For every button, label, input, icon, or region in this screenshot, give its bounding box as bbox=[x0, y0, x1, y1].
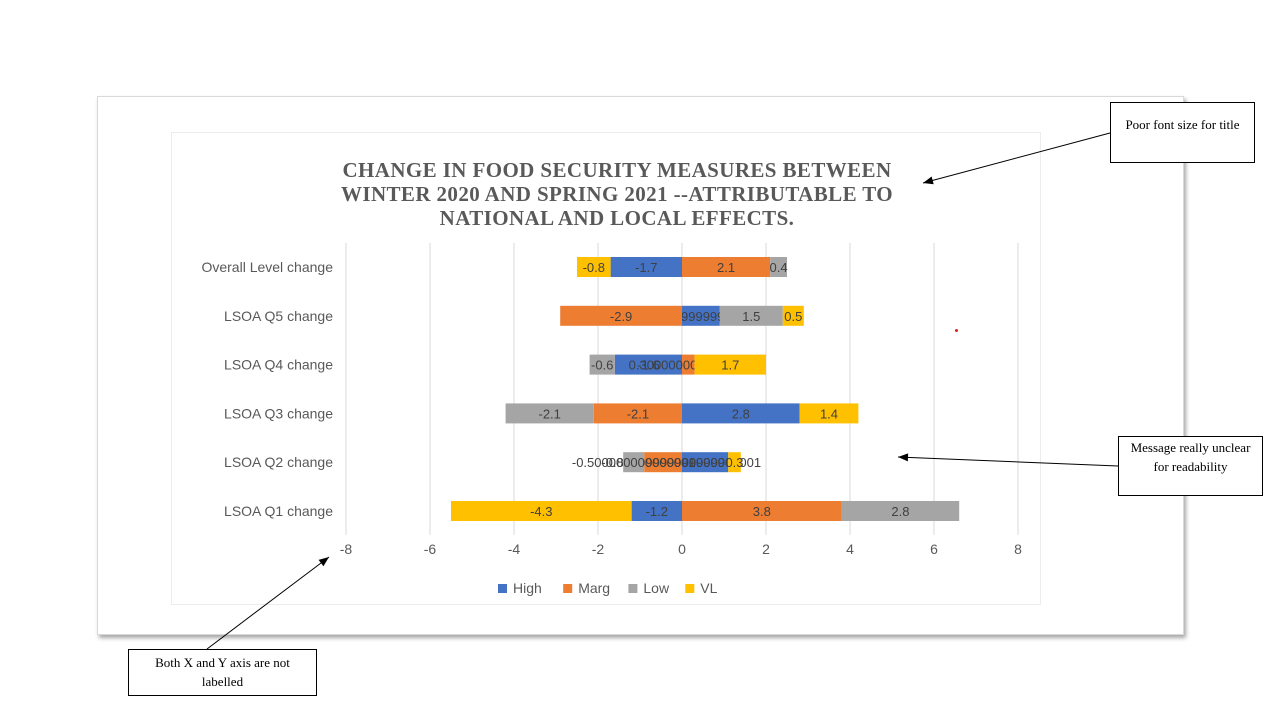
bar-low bbox=[589, 354, 615, 375]
data-label: 1.7 bbox=[721, 358, 739, 373]
note-title-font: Poor font size for title bbox=[1110, 102, 1255, 163]
bar-low bbox=[841, 501, 960, 521]
data-label: 1.4 bbox=[820, 406, 838, 421]
category-label: LSOA Q1 change bbox=[224, 503, 333, 519]
legend-label: High bbox=[513, 580, 542, 596]
bar-low bbox=[719, 305, 783, 326]
chart-title: CHANGE IN FOOD SECURITY MEASURES BETWEEN… bbox=[300, 158, 934, 230]
arrow-to-bars bbox=[897, 456, 1119, 467]
bar-vl bbox=[451, 501, 632, 521]
data-label: -4.3 bbox=[530, 504, 552, 519]
x-tick-label: 4 bbox=[846, 541, 854, 557]
bar-high bbox=[631, 501, 682, 521]
data-label: 0.4 bbox=[770, 260, 788, 275]
data-label: -0.500000000000001 bbox=[572, 455, 696, 470]
bar-high bbox=[610, 257, 682, 277]
x-tick-label: -4 bbox=[508, 541, 521, 557]
x-tick-label: -6 bbox=[424, 541, 437, 557]
bar-vl bbox=[799, 403, 859, 424]
category-label: LSOA Q4 change bbox=[224, 357, 333, 373]
stray-red-dot bbox=[955, 329, 958, 332]
data-label: 2.8 bbox=[732, 406, 750, 421]
x-tick-label: 0 bbox=[678, 541, 686, 557]
data-label: 2.1 bbox=[717, 260, 735, 275]
note-axes-unlabelled: Both X and Y axis are not labelled bbox=[128, 649, 317, 696]
category-label: LSOA Q5 change bbox=[224, 308, 333, 324]
bar-marg bbox=[682, 354, 695, 375]
data-label: 2.8 bbox=[891, 504, 909, 519]
note-title-font-text: Poor font size for title bbox=[1125, 117, 1240, 132]
bar-vl bbox=[694, 354, 766, 375]
data-label: 0.5 bbox=[784, 309, 802, 324]
category-label: LSOA Q2 change bbox=[224, 454, 333, 470]
x-tick-label: 8 bbox=[1014, 541, 1022, 557]
x-tick-label: -2 bbox=[592, 541, 605, 557]
bar-vl bbox=[728, 452, 741, 473]
data-label: -2.9 bbox=[610, 309, 632, 324]
arrow-to-axis bbox=[206, 556, 330, 650]
x-tick-label: 2 bbox=[762, 541, 770, 557]
data-label: -0.8 bbox=[583, 260, 605, 275]
arrow-to-axis-head bbox=[318, 557, 329, 567]
data-label: 3.8 bbox=[753, 504, 771, 519]
bar-marg bbox=[682, 501, 842, 521]
legend-label: Low bbox=[643, 580, 670, 596]
data-label: 1.5 bbox=[742, 309, 760, 324]
chart-title-line-3: NATIONAL AND LOCAL EFFECTS. bbox=[439, 206, 795, 230]
bar-marg bbox=[682, 257, 771, 277]
x-tick-label: -8 bbox=[340, 541, 353, 557]
data-label: -0.6 bbox=[591, 358, 613, 373]
data-label: -2.1 bbox=[538, 406, 560, 421]
chart-title-line-2: WINTER 2020 AND SPRING 2021 --ATTRIBUTAB… bbox=[340, 182, 894, 206]
data-label: 0.3 bbox=[725, 455, 743, 470]
bar-marg bbox=[644, 452, 682, 473]
bar-vl bbox=[577, 257, 611, 277]
bar-low bbox=[505, 403, 594, 424]
bar-low bbox=[623, 452, 645, 473]
legend-swatch-marg bbox=[563, 584, 573, 593]
bar-marg bbox=[560, 305, 682, 326]
bar-vl bbox=[782, 305, 804, 326]
note-readability-text: Message really unclear for readability bbox=[1130, 440, 1251, 474]
legend-label: VL bbox=[700, 580, 717, 596]
x-tick-label: 6 bbox=[930, 541, 938, 557]
bar-high bbox=[614, 354, 682, 375]
bar-high bbox=[682, 403, 800, 424]
chart-title-line-1: CHANGE IN FOOD SECURITY MEASURES BETWEEN bbox=[342, 158, 892, 182]
legend-swatch-high bbox=[498, 584, 507, 593]
note-axes-text: Both X and Y axis are not labelled bbox=[155, 655, 290, 689]
data-label: -2.1 bbox=[627, 406, 649, 421]
arrow-to-bars-head bbox=[898, 453, 909, 462]
note-readability: Message really unclear for readability bbox=[1118, 436, 1263, 496]
legend-label: Marg bbox=[578, 580, 610, 596]
data-label: -1.7 bbox=[635, 260, 657, 275]
data-label: -1.6 bbox=[637, 358, 659, 373]
arrow-to-title bbox=[922, 132, 1111, 184]
bar-high bbox=[682, 305, 720, 326]
category-label: Overall Level change bbox=[201, 259, 333, 275]
category-label: LSOA Q3 change bbox=[224, 405, 333, 421]
bar-high bbox=[682, 452, 729, 473]
arrow-to-title-head bbox=[923, 176, 934, 185]
legend-swatch-low bbox=[628, 584, 638, 593]
data-label: -1.2 bbox=[646, 504, 668, 519]
bar-marg bbox=[593, 403, 682, 424]
bar-low bbox=[770, 257, 787, 277]
legend-swatch-vl bbox=[685, 584, 695, 593]
